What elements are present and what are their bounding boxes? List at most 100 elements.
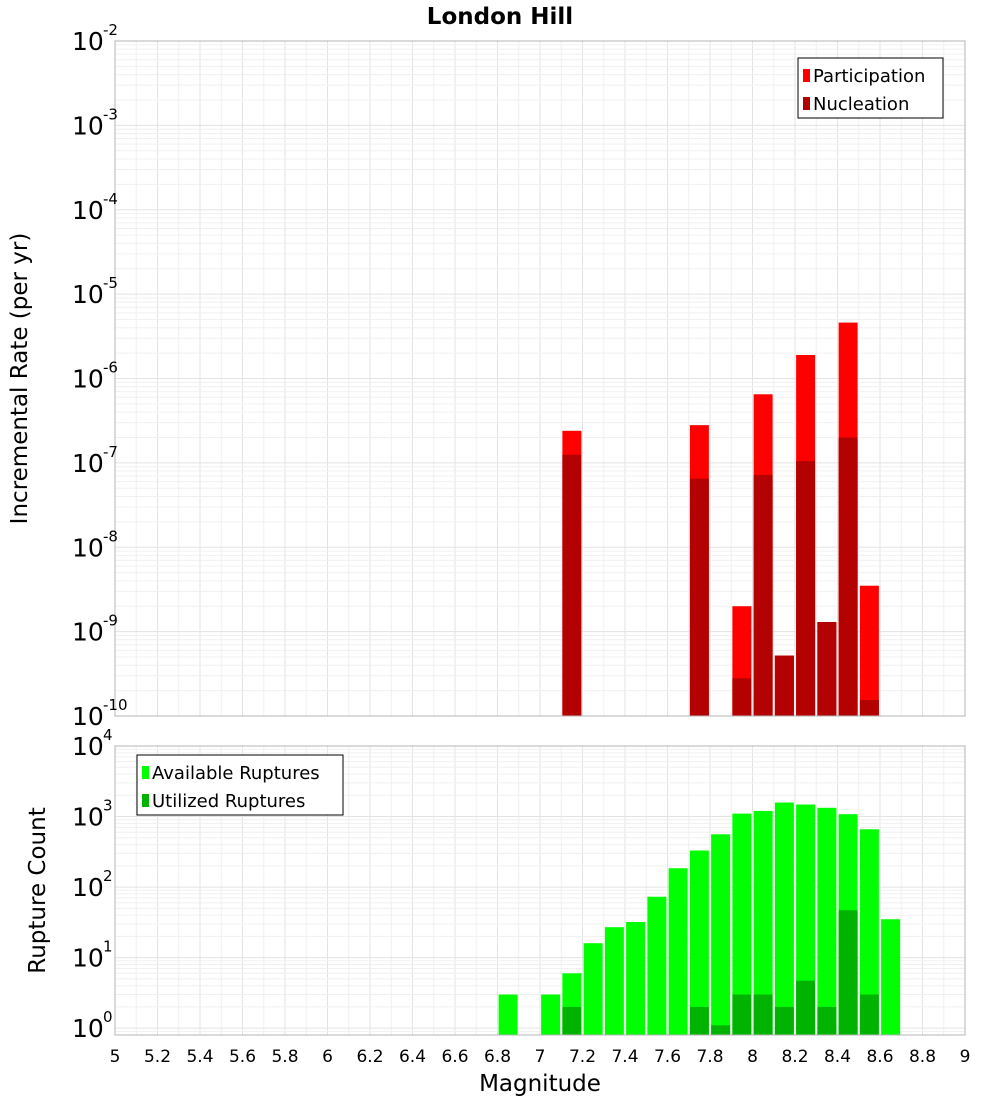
x-tick-label: 6.2 [356,1047,383,1067]
x-tick-label: 6 [322,1047,333,1067]
bar-available-ruptures [541,994,561,1035]
bar-utilized-ruptures [562,1006,582,1035]
bottom-y-tick-label: 10 [72,732,104,761]
bar-nucleation [689,478,709,716]
top-y-tick-exponent: -10 [103,696,128,714]
top-y-tick-label: 10 [72,702,104,731]
x-tick-label: 8 [747,1047,758,1067]
bar-nucleation [774,655,794,716]
bar-nucleation [796,461,816,716]
top-y-tick-exponent: -6 [103,359,118,377]
bar-utilized-ruptures [732,994,752,1035]
x-tick-label: 8.2 [781,1047,808,1067]
bottom-legend-box [136,754,344,816]
bottom-y-tick-exponent: 1 [103,938,113,956]
top-grid [114,41,966,717]
legend-label-participation: Participation [813,66,925,87]
x-tick-label: 7 [535,1047,546,1067]
bar-available-ruptures [753,810,773,1035]
top-y-tick-label: 10 [72,280,104,309]
x-tick-label: 5.4 [186,1047,213,1067]
bar-utilized-ruptures [774,1006,794,1035]
legend-swatch-available-ruptures [142,766,149,779]
bar-utilized-ruptures [859,994,879,1035]
top-y-tick-label: 10 [72,365,104,394]
top-legend-box [797,57,944,119]
bottom-y-tick-label: 10 [72,944,104,973]
top-y-tick-label: 10 [72,533,104,562]
bottom-bars [498,802,901,1035]
legend-label-utilized-ruptures: Utilized Ruptures [152,791,305,812]
x-tick-label: 7.2 [569,1047,596,1067]
x-tick-label: 6.6 [441,1047,468,1067]
bar-available-ruptures [859,829,879,1035]
bar-nucleation [562,454,582,716]
legend-label-available-ruptures: Available Ruptures [152,763,320,784]
bar-available-ruptures [498,994,518,1035]
bar-available-ruptures [647,896,667,1035]
x-tick-label: 7.6 [654,1047,681,1067]
bar-available-ruptures [774,802,794,1035]
top-y-axis-label: Incremental Rate (per yr) [7,233,33,525]
top-y-tick-label: 10 [72,27,104,56]
top-y-tick-label: 10 [72,111,104,140]
x-tick-label: 6.4 [399,1047,426,1067]
bar-nucleation [838,437,858,716]
bottom-y-tick-exponent: 2 [103,867,113,885]
top-y-tick-exponent: -8 [103,527,118,545]
top-y-tick-label: 10 [72,449,104,478]
top-plot-frame [114,40,966,717]
x-tick-label: 9 [960,1047,971,1067]
x-ticks: 5 5.2 5.4 5.6 5.8 6 6.2 6.4 6.6 6.8 7 7.2 7.4 7.6 7.8 8… [110,1047,971,1067]
x-axis-label: Magnitude [479,1071,601,1097]
top-y-tick-exponent: -2 [103,21,118,39]
bottom-y-axis-label: Rupture Count [25,807,51,973]
bar-utilized-ruptures [689,1006,709,1035]
bar-utilized-ruptures [838,910,858,1035]
bar-nucleation [732,678,752,716]
x-tick-label: 7.8 [696,1047,723,1067]
top-y-tick-label: 10 [72,618,104,647]
x-tick-label: 5 [110,1047,121,1067]
bar-participation [859,585,879,716]
x-tick-label: 7.4 [611,1047,638,1067]
bottom-y-tick-exponent: 4 [103,726,113,744]
bar-utilized-ruptures [711,1025,731,1035]
bar-available-ruptures [732,813,752,1035]
top-bars [562,322,879,716]
bottom-legend: Available Ruptures Utilized Ruptures [136,754,344,816]
bar-available-ruptures [689,850,709,1035]
bar-available-ruptures [604,927,624,1035]
x-tick-label: 8.8 [909,1047,936,1067]
x-tick-label: 5.8 [271,1047,298,1067]
bottom-y-tick-label: 10 [72,803,104,832]
legend-swatch-utilized-ruptures [142,794,149,807]
top-y-tick-exponent: -9 [103,612,118,630]
bar-nucleation [817,622,837,716]
top-y-tick-label: 10 [72,196,104,225]
top-y-tick-exponent: -5 [103,274,118,292]
bar-available-ruptures [881,919,901,1035]
bar-utilized-ruptures [796,980,816,1035]
x-tick-label: 6.8 [484,1047,511,1067]
x-tick-label: 5.6 [229,1047,256,1067]
bar-available-ruptures [817,807,837,1035]
bottom-plot-frame [114,745,966,1036]
x-tick-label: 8.4 [824,1047,851,1067]
x-tick-label: 8.6 [866,1047,893,1067]
top-y-tick-exponent: -4 [103,190,118,208]
x-tick-label: 5.2 [144,1047,171,1067]
bar-available-ruptures [711,834,731,1035]
legend-swatch-participation [803,69,810,82]
legend-swatch-nucleation [803,97,810,110]
bottom-y-tick-exponent: 3 [103,797,113,815]
top-y-tick-exponent: -7 [103,443,118,461]
bar-available-ruptures [583,943,603,1035]
legend-label-nucleation: Nucleation [813,94,909,115]
bar-available-ruptures [626,921,646,1035]
